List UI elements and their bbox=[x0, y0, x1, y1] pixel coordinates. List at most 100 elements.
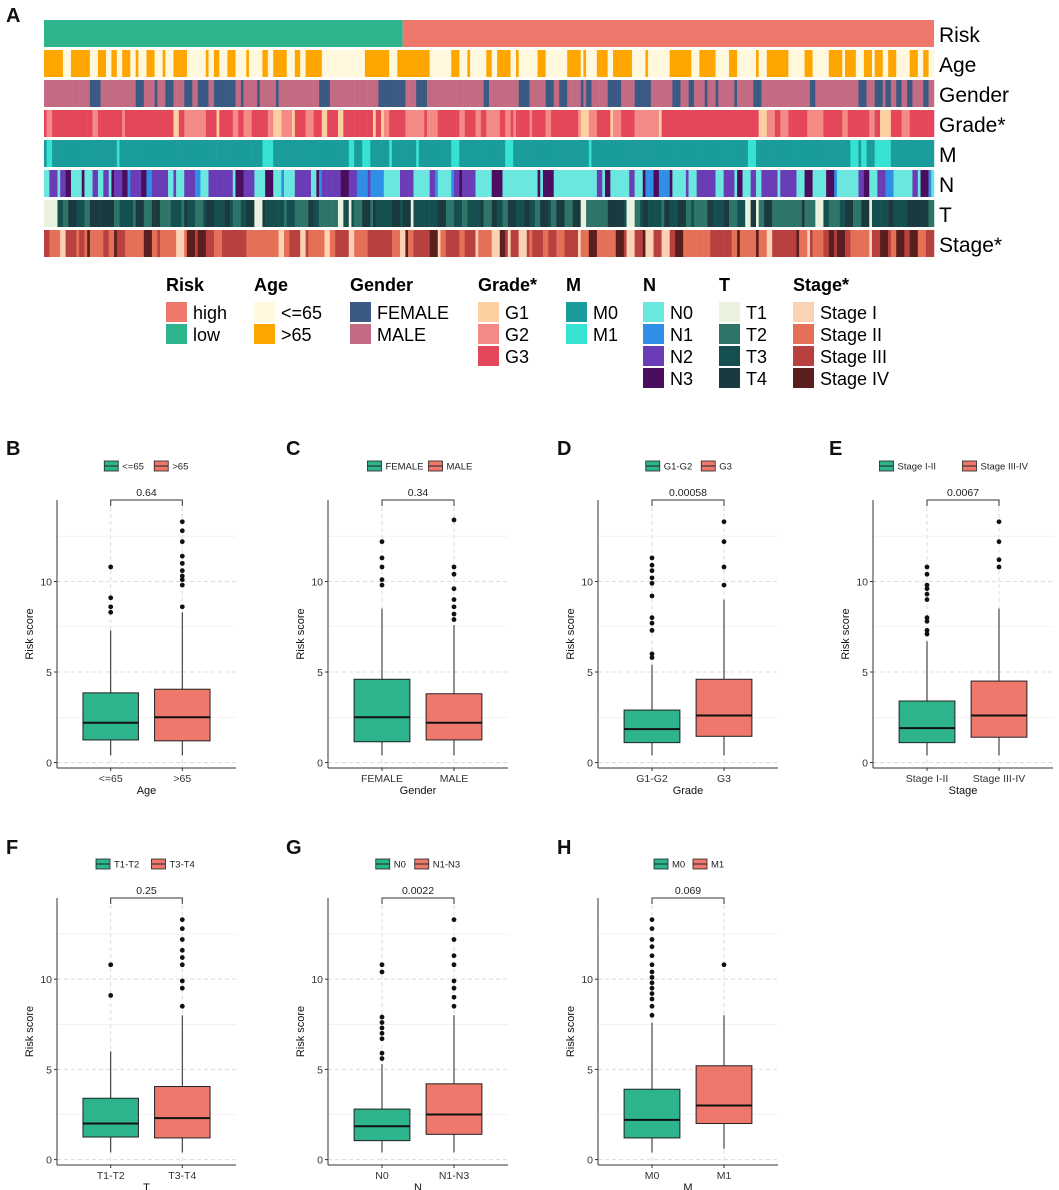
heatmap-cell bbox=[359, 110, 368, 137]
heatmap-cell bbox=[391, 80, 395, 107]
heatmap-cell bbox=[823, 140, 827, 167]
y-tick-label: 0 bbox=[587, 1155, 593, 1167]
heatmap-cell bbox=[238, 170, 244, 197]
heatmap-cell bbox=[44, 170, 47, 197]
heatmap-cell bbox=[246, 200, 255, 227]
heatmap-cell bbox=[494, 110, 501, 137]
heatmap-cell bbox=[265, 170, 274, 197]
heatmap-cell bbox=[151, 50, 155, 77]
heatmap-cell bbox=[227, 170, 234, 197]
heatmap-cell bbox=[680, 80, 687, 107]
heatmap-cell bbox=[81, 140, 88, 167]
heatmap-cell bbox=[532, 110, 541, 137]
heatmap-cell bbox=[170, 140, 174, 167]
p-value-label: 0.25 bbox=[136, 885, 157, 897]
heatmap-cell bbox=[437, 200, 447, 227]
heatmap-cell bbox=[170, 110, 174, 137]
heatmap-cell bbox=[691, 50, 700, 77]
heatmap-cell bbox=[629, 110, 635, 137]
x-tick-label: MALE bbox=[440, 773, 469, 785]
heatmap-cell bbox=[111, 200, 115, 227]
heatmap-cell bbox=[836, 110, 843, 137]
heatmap-cell bbox=[462, 140, 465, 167]
heatmap-cell bbox=[343, 230, 349, 257]
heatmap-cell bbox=[683, 230, 692, 257]
heatmap-cell bbox=[208, 110, 217, 137]
heatmap-cell bbox=[640, 140, 649, 167]
heatmap-cell bbox=[267, 200, 277, 227]
heatmap-cell bbox=[702, 140, 706, 167]
heatmap-cell bbox=[712, 140, 722, 167]
heatmap-cell bbox=[189, 170, 196, 197]
heatmap-cell bbox=[162, 110, 172, 137]
heatmap-cell bbox=[257, 80, 261, 107]
heatmap-cell bbox=[756, 50, 759, 77]
heatmap-cell bbox=[141, 170, 147, 197]
heatmap-cell bbox=[483, 80, 490, 107]
heatmap-cell bbox=[478, 170, 487, 197]
heatmap-cell bbox=[157, 230, 161, 257]
heatmap-cell bbox=[658, 140, 668, 167]
outlier-point bbox=[649, 985, 655, 991]
heatmap-cell bbox=[586, 200, 595, 227]
heatmap-cell bbox=[917, 200, 921, 227]
legend-swatch bbox=[643, 368, 664, 388]
heatmap-cell bbox=[426, 110, 430, 137]
heatmap-cell bbox=[286, 200, 296, 227]
heatmap-cell bbox=[111, 170, 115, 197]
heatmap-cell bbox=[70, 230, 77, 257]
heatmap-cell bbox=[510, 110, 514, 137]
heatmap-cell bbox=[300, 50, 306, 77]
heatmap-cell bbox=[443, 50, 447, 77]
heatmap-cell bbox=[402, 110, 406, 137]
heatmap-cell bbox=[138, 110, 147, 137]
heatmap-cell bbox=[79, 230, 83, 257]
heatmap-cell bbox=[904, 230, 910, 257]
heatmap-cell bbox=[203, 200, 207, 227]
heatmap-cell bbox=[437, 230, 441, 257]
heatmap-cell bbox=[850, 50, 857, 77]
outlier-point bbox=[179, 926, 185, 932]
heatmap-cell bbox=[135, 170, 142, 197]
heatmap-cell bbox=[545, 50, 554, 77]
legend-swatch bbox=[166, 324, 187, 344]
panel-label: D bbox=[557, 438, 571, 460]
heatmap-cell bbox=[890, 110, 900, 137]
heatmap-cell bbox=[284, 110, 293, 137]
heatmap-cell bbox=[44, 50, 47, 77]
legend-label: G1 bbox=[505, 303, 529, 323]
p-value-label: 0.069 bbox=[675, 885, 701, 897]
heatmap-cell bbox=[232, 110, 239, 137]
heatmap-cell bbox=[596, 50, 603, 77]
heatmap-cell bbox=[812, 170, 821, 197]
heatmap-cell bbox=[240, 50, 247, 77]
heatmap-cell bbox=[103, 230, 109, 257]
outlier-point bbox=[649, 580, 655, 586]
heatmap-cell bbox=[100, 140, 104, 167]
heatmap-cell bbox=[750, 230, 754, 257]
heatmap-cell bbox=[294, 80, 298, 107]
heatmap-cell bbox=[327, 200, 333, 227]
heatmap-cell bbox=[796, 80, 803, 107]
heatmap-cell bbox=[524, 140, 533, 167]
heatmap-cell bbox=[764, 200, 773, 227]
heatmap-cell bbox=[723, 170, 732, 197]
heatmap-cell bbox=[410, 50, 420, 77]
heatmap-cell bbox=[329, 80, 336, 107]
p-value-label: 0.0067 bbox=[947, 487, 979, 499]
heatmap-cell bbox=[470, 170, 476, 197]
heatmap-cell bbox=[532, 230, 536, 257]
x-tick-label: Stage III-IV bbox=[973, 773, 1026, 785]
heatmap-cell bbox=[569, 80, 573, 107]
heatmap-cell bbox=[653, 170, 660, 197]
heatmap-cell bbox=[313, 140, 323, 167]
heatmap-cell bbox=[230, 230, 239, 257]
heatmap-cell bbox=[534, 140, 541, 167]
heatmap-cell bbox=[610, 110, 614, 137]
heatmap-cell bbox=[826, 170, 835, 197]
heatmap-cell bbox=[122, 170, 128, 197]
heatmap-cell bbox=[135, 140, 142, 167]
heatmap-cell bbox=[831, 110, 838, 137]
